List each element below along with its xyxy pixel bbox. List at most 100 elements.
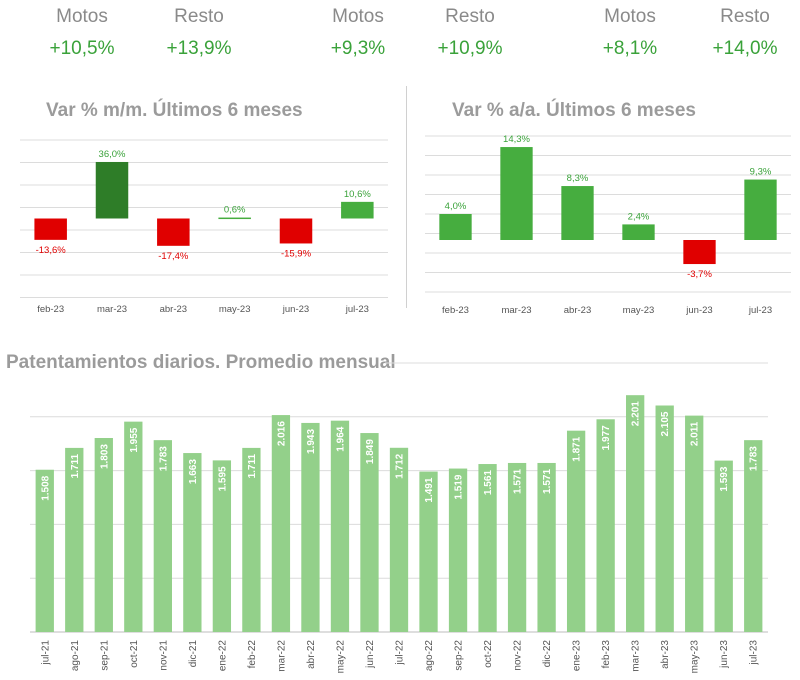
daily-bar (212, 460, 232, 632)
kpi-value-motos-1: +10,5% (49, 38, 115, 59)
mm-bar (279, 218, 313, 244)
daily-data-label: 1.803 (99, 444, 110, 469)
mm-data-label: 36,0% (99, 149, 126, 160)
daily-bar (242, 447, 261, 632)
aa-data-label: 4,0% (445, 201, 467, 212)
daily-data-label: 2.011 (690, 421, 701, 446)
mm-bar (95, 161, 129, 219)
daily-data-label: 1.663 (188, 459, 199, 484)
daily-data-label: 1.943 (306, 429, 317, 454)
daily-tick-label: jul-22 (395, 640, 406, 666)
daily-tick-label: ago-22 (424, 640, 435, 672)
aa-bar (500, 147, 533, 240)
kpi-label-resto-1: Resto (174, 6, 224, 27)
daily-tick-label: dic-22 (542, 640, 553, 668)
daily-data-label: 1.711 (247, 453, 258, 478)
kpi-value-resto-1: +13,9% (166, 38, 232, 59)
aa-tick-label: jul-23 (748, 305, 772, 316)
daily-tick-label: ene-23 (572, 640, 583, 672)
daily-data-label: 1.977 (601, 425, 612, 450)
aa-data-label: 8,3% (567, 173, 589, 184)
daily-tick-label: nov-22 (513, 640, 524, 671)
aa-data-label: 9,3% (750, 167, 772, 178)
daily-tick-label: oct-21 (129, 640, 140, 668)
daily-tick-label: ago-21 (70, 640, 81, 672)
chart-title-aa: Var % a/a. Últimos 6 meses (452, 100, 696, 121)
daily-bar (478, 464, 497, 632)
mm-tick-label: may-23 (219, 304, 251, 315)
mm-data-label: -17,4% (158, 251, 189, 262)
daily-tick-label: oct-22 (483, 640, 494, 668)
daily-bar (685, 415, 704, 632)
daily-bar (301, 422, 320, 632)
chart-aa: 4,0% feb-23 14,3% mar-23 8,3% abr-23 2,4% may-2… (425, 134, 791, 316)
mm-tick-label: abr-23 (160, 304, 187, 315)
daily-bar (419, 471, 438, 632)
kpi-value-resto-3: +14,0% (712, 38, 778, 59)
daily-bar (626, 395, 645, 632)
mm-tick-label: jul-23 (345, 304, 369, 315)
daily-bar (744, 440, 763, 632)
daily-bar (360, 433, 379, 632)
daily-tick-label: jun-23 (719, 640, 730, 669)
daily-bar (271, 415, 291, 632)
aa-bar (561, 186, 594, 240)
daily-data-label: 1.571 (542, 469, 553, 494)
mm-bar (218, 217, 251, 220)
mm-data-label: 10,6% (344, 189, 371, 200)
daily-tick-label: may-22 (335, 640, 346, 674)
kpi-label-motos-3: Motos (604, 6, 656, 27)
daily-data-label: 1.783 (749, 446, 760, 471)
mm-tick-label: jun-23 (282, 304, 309, 315)
daily-tick-label: nov-21 (158, 640, 169, 671)
daily-bar (714, 460, 733, 632)
aa-tick-label: abr-23 (564, 305, 591, 316)
daily-tick-label: jul-23 (749, 640, 760, 666)
mm-tick-label: mar-23 (97, 304, 127, 315)
aa-bar (622, 224, 655, 240)
daily-bar (389, 447, 409, 632)
daily-data-label: 1.783 (158, 446, 169, 471)
daily-tick-label: may-23 (690, 640, 701, 674)
daily-bar (124, 421, 143, 632)
aa-tick-label: feb-23 (442, 305, 469, 316)
daily-bar (655, 405, 674, 632)
kpi-label-resto-2: Resto (445, 6, 495, 27)
daily-data-label: 2.016 (276, 421, 287, 446)
daily-tick-label: dic-21 (188, 640, 199, 668)
aa-tick-label: may-23 (623, 305, 655, 316)
mm-bar (341, 201, 374, 219)
aa-bar (683, 240, 716, 265)
kpi-label-motos-1: Motos (56, 6, 108, 27)
kpi-value-motos-3: +8,1% (602, 38, 658, 59)
daily-bar (448, 468, 468, 632)
daily-tick-label: jun-22 (365, 640, 376, 669)
daily-bar (94, 437, 113, 632)
daily-data-label: 1.849 (365, 439, 376, 464)
kpi-value-resto-2: +10,9% (437, 38, 503, 59)
daily-data-label: 1.595 (217, 466, 228, 491)
daily-data-label: 1.561 (483, 470, 494, 495)
aa-bar (744, 179, 777, 240)
mm-data-label: 0,6% (224, 205, 246, 216)
daily-tick-label: feb-22 (247, 640, 258, 669)
daily-tick-label: mar-22 (276, 640, 287, 672)
daily-bar (65, 447, 84, 632)
daily-bar (330, 420, 350, 632)
daily-tick-label: mar-23 (631, 640, 642, 672)
daily-data-label: 1.508 (40, 475, 51, 500)
mm-data-label: -13,6% (36, 245, 67, 256)
daily-data-label: 1.571 (513, 469, 524, 494)
daily-data-label: 1.712 (395, 453, 406, 478)
mm-bar (34, 218, 67, 240)
daily-tick-label: ene-22 (217, 640, 228, 672)
daily-data-label: 2.201 (631, 401, 642, 426)
daily-tick-label: sep-22 (454, 640, 465, 671)
aa-tick-label: mar-23 (501, 305, 531, 316)
daily-data-label: 1.519 (454, 474, 465, 499)
daily-bar (537, 462, 556, 632)
chart-title-mm: Var % m/m. Últimos 6 meses (46, 100, 303, 121)
daily-bar (153, 440, 172, 632)
aa-bar (439, 214, 472, 240)
